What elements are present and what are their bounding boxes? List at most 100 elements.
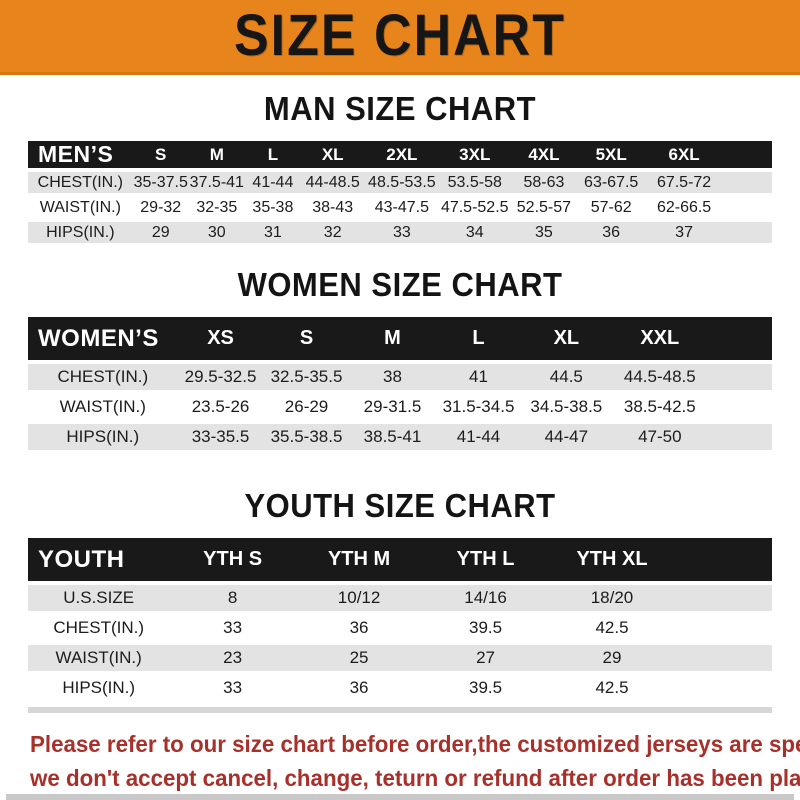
men-size-table: MEN’S S M L XL 2XL 3XL 4XL 5XL 6XL CHEST(IN.) 35-37… <box>28 137 772 247</box>
men-table-row: HIPS(IN.) 29 30 31 32 33 34 35 36 37 <box>28 222 772 243</box>
youth-section-title: YOUTH SIZE CHART <box>244 486 556 525</box>
youth-cell: 39.5 <box>422 675 549 701</box>
men-column-header: 6XL <box>644 141 724 168</box>
men-cell: 67.5-72 <box>644 172 724 193</box>
youth-column-header: YTH M <box>295 538 423 581</box>
youth-column-header: YTH L <box>422 538 549 581</box>
men-column-header: 5XL <box>577 141 645 168</box>
youth-row-filler <box>675 585 772 611</box>
men-cell: 36 <box>577 222 645 243</box>
men-cell: 63-67.5 <box>577 172 645 193</box>
youth-row-filler <box>675 645 772 671</box>
women-header-filler <box>708 317 772 360</box>
men-cell: 48.5-53.5 <box>364 172 440 193</box>
women-table-title: WOMEN’S <box>28 317 178 360</box>
men-cell: 32 <box>300 222 365 243</box>
youth-cell: 39.5 <box>422 615 549 641</box>
women-cell: 41-44 <box>435 424 522 450</box>
women-row-filler <box>708 394 772 420</box>
women-cell: 31.5-34.5 <box>435 394 522 420</box>
youth-row-label: CHEST(IN.) <box>28 615 170 641</box>
women-row-filler <box>708 364 772 390</box>
women-cell: 44.5-48.5 <box>611 364 709 390</box>
men-cell: 57-62 <box>577 197 645 218</box>
women-row-label: CHEST(IN.) <box>28 364 178 390</box>
youth-cell: 8 <box>169 585 296 611</box>
men-cell: 33 <box>364 222 440 243</box>
men-row-label: HIPS(IN.) <box>28 222 133 243</box>
men-table-row: WAIST(IN.) 29-32 32-35 35-38 38-43 43-47.5 47.… <box>28 197 772 218</box>
women-cell: 38.5-42.5 <box>611 394 709 420</box>
youth-header-filler <box>675 538 772 581</box>
women-column-header: S <box>263 317 350 360</box>
men-cell: 43-47.5 <box>364 197 440 218</box>
women-cell: 34.5-38.5 <box>521 394 612 420</box>
youth-cell: 36 <box>295 615 423 641</box>
men-column-header: S <box>132 141 189 168</box>
men-column-header: 2XL <box>364 141 440 168</box>
table-bottom-divider <box>28 707 772 713</box>
youth-cell: 33 <box>169 615 296 641</box>
men-cell: 32-35 <box>188 197 245 218</box>
women-cell: 47-50 <box>611 424 709 450</box>
men-cell: 35-38 <box>244 197 301 218</box>
men-row-filler <box>723 197 772 218</box>
women-cell: 33-35.5 <box>177 424 264 450</box>
women-cell: 38 <box>349 364 436 390</box>
women-cell: 29.5-32.5 <box>177 364 264 390</box>
women-row-label: WAIST(IN.) <box>28 394 178 420</box>
men-column-header: 3XL <box>439 141 511 168</box>
women-size-table: WOMEN’S XS S M L XL XXL CHEST(IN.) 29.5-32.5 32.5… <box>28 313 772 454</box>
youth-table-row: HIPS(IN.) 33 36 39.5 42.5 <box>28 675 772 701</box>
women-table-row: WAIST(IN.) 23.5-26 26-29 29-31.5 31.5-34.5 34… <box>28 394 772 420</box>
men-column-header: L <box>244 141 301 168</box>
men-cell: 31 <box>244 222 301 243</box>
disclaimer: Please refer to our size chart before or… <box>30 727 800 795</box>
men-cell: 47.5-52.5 <box>439 197 511 218</box>
men-table-row: CHEST(IN.) 35-37.5 37.5-41 41-44 44-48.5 48.5… <box>28 172 772 193</box>
youth-cell: 36 <box>295 675 423 701</box>
bottom-divider <box>6 794 794 800</box>
men-section-title: MAN SIZE CHART <box>263 89 537 128</box>
women-cell: 38.5-41 <box>349 424 436 450</box>
youth-table-row: WAIST(IN.) 23 25 27 29 <box>28 645 772 671</box>
youth-cell: 42.5 <box>548 675 676 701</box>
men-cell: 29-32 <box>132 197 189 218</box>
men-cell: 29 <box>132 222 189 243</box>
men-cell: 53.5-58 <box>439 172 511 193</box>
youth-header-row: YOUTH YTH S YTH M YTH L YTH XL <box>28 538 772 581</box>
men-cell: 37.5-41 <box>188 172 245 193</box>
women-column-header: XL <box>521 317 612 360</box>
youth-row-label: U.S.SIZE <box>28 585 170 611</box>
banner: SIZE CHART <box>0 0 800 75</box>
women-column-header: M <box>349 317 436 360</box>
women-cell: 32.5-35.5 <box>263 364 350 390</box>
men-header-filler <box>723 141 772 168</box>
youth-cell: 18/20 <box>548 585 676 611</box>
men-column-header: 4XL <box>510 141 578 168</box>
men-row-filler <box>723 222 772 243</box>
women-table-row: CHEST(IN.) 29.5-32.5 32.5-35.5 38 41 44.5 44.5… <box>28 364 772 390</box>
youth-size-table: YOUTH YTH S YTH M YTH L YTH XL U.S.SIZE 8 10/12… <box>28 534 772 705</box>
men-row-filler <box>723 172 772 193</box>
men-cell: 41-44 <box>244 172 301 193</box>
youth-column-header: YTH XL <box>548 538 676 581</box>
men-row-label: CHEST(IN.) <box>28 172 133 193</box>
page-title: SIZE CHART <box>234 3 566 69</box>
women-cell: 29-31.5 <box>349 394 436 420</box>
men-cell: 35 <box>510 222 578 243</box>
women-row-filler <box>708 424 772 450</box>
youth-cell: 33 <box>169 675 296 701</box>
women-column-header: L <box>435 317 522 360</box>
men-cell: 44-48.5 <box>300 172 365 193</box>
youth-cell: 27 <box>422 645 549 671</box>
youth-column-header: YTH S <box>169 538 296 581</box>
men-cell: 30 <box>188 222 245 243</box>
youth-table-title: YOUTH <box>28 538 170 581</box>
youth-row-filler <box>675 615 772 641</box>
disclaimer-line-2: we don't accept cancel, change, teturn o… <box>30 765 800 791</box>
youth-cell: 14/16 <box>422 585 549 611</box>
women-column-header: XXL <box>611 317 709 360</box>
youth-row-filler <box>675 675 772 701</box>
